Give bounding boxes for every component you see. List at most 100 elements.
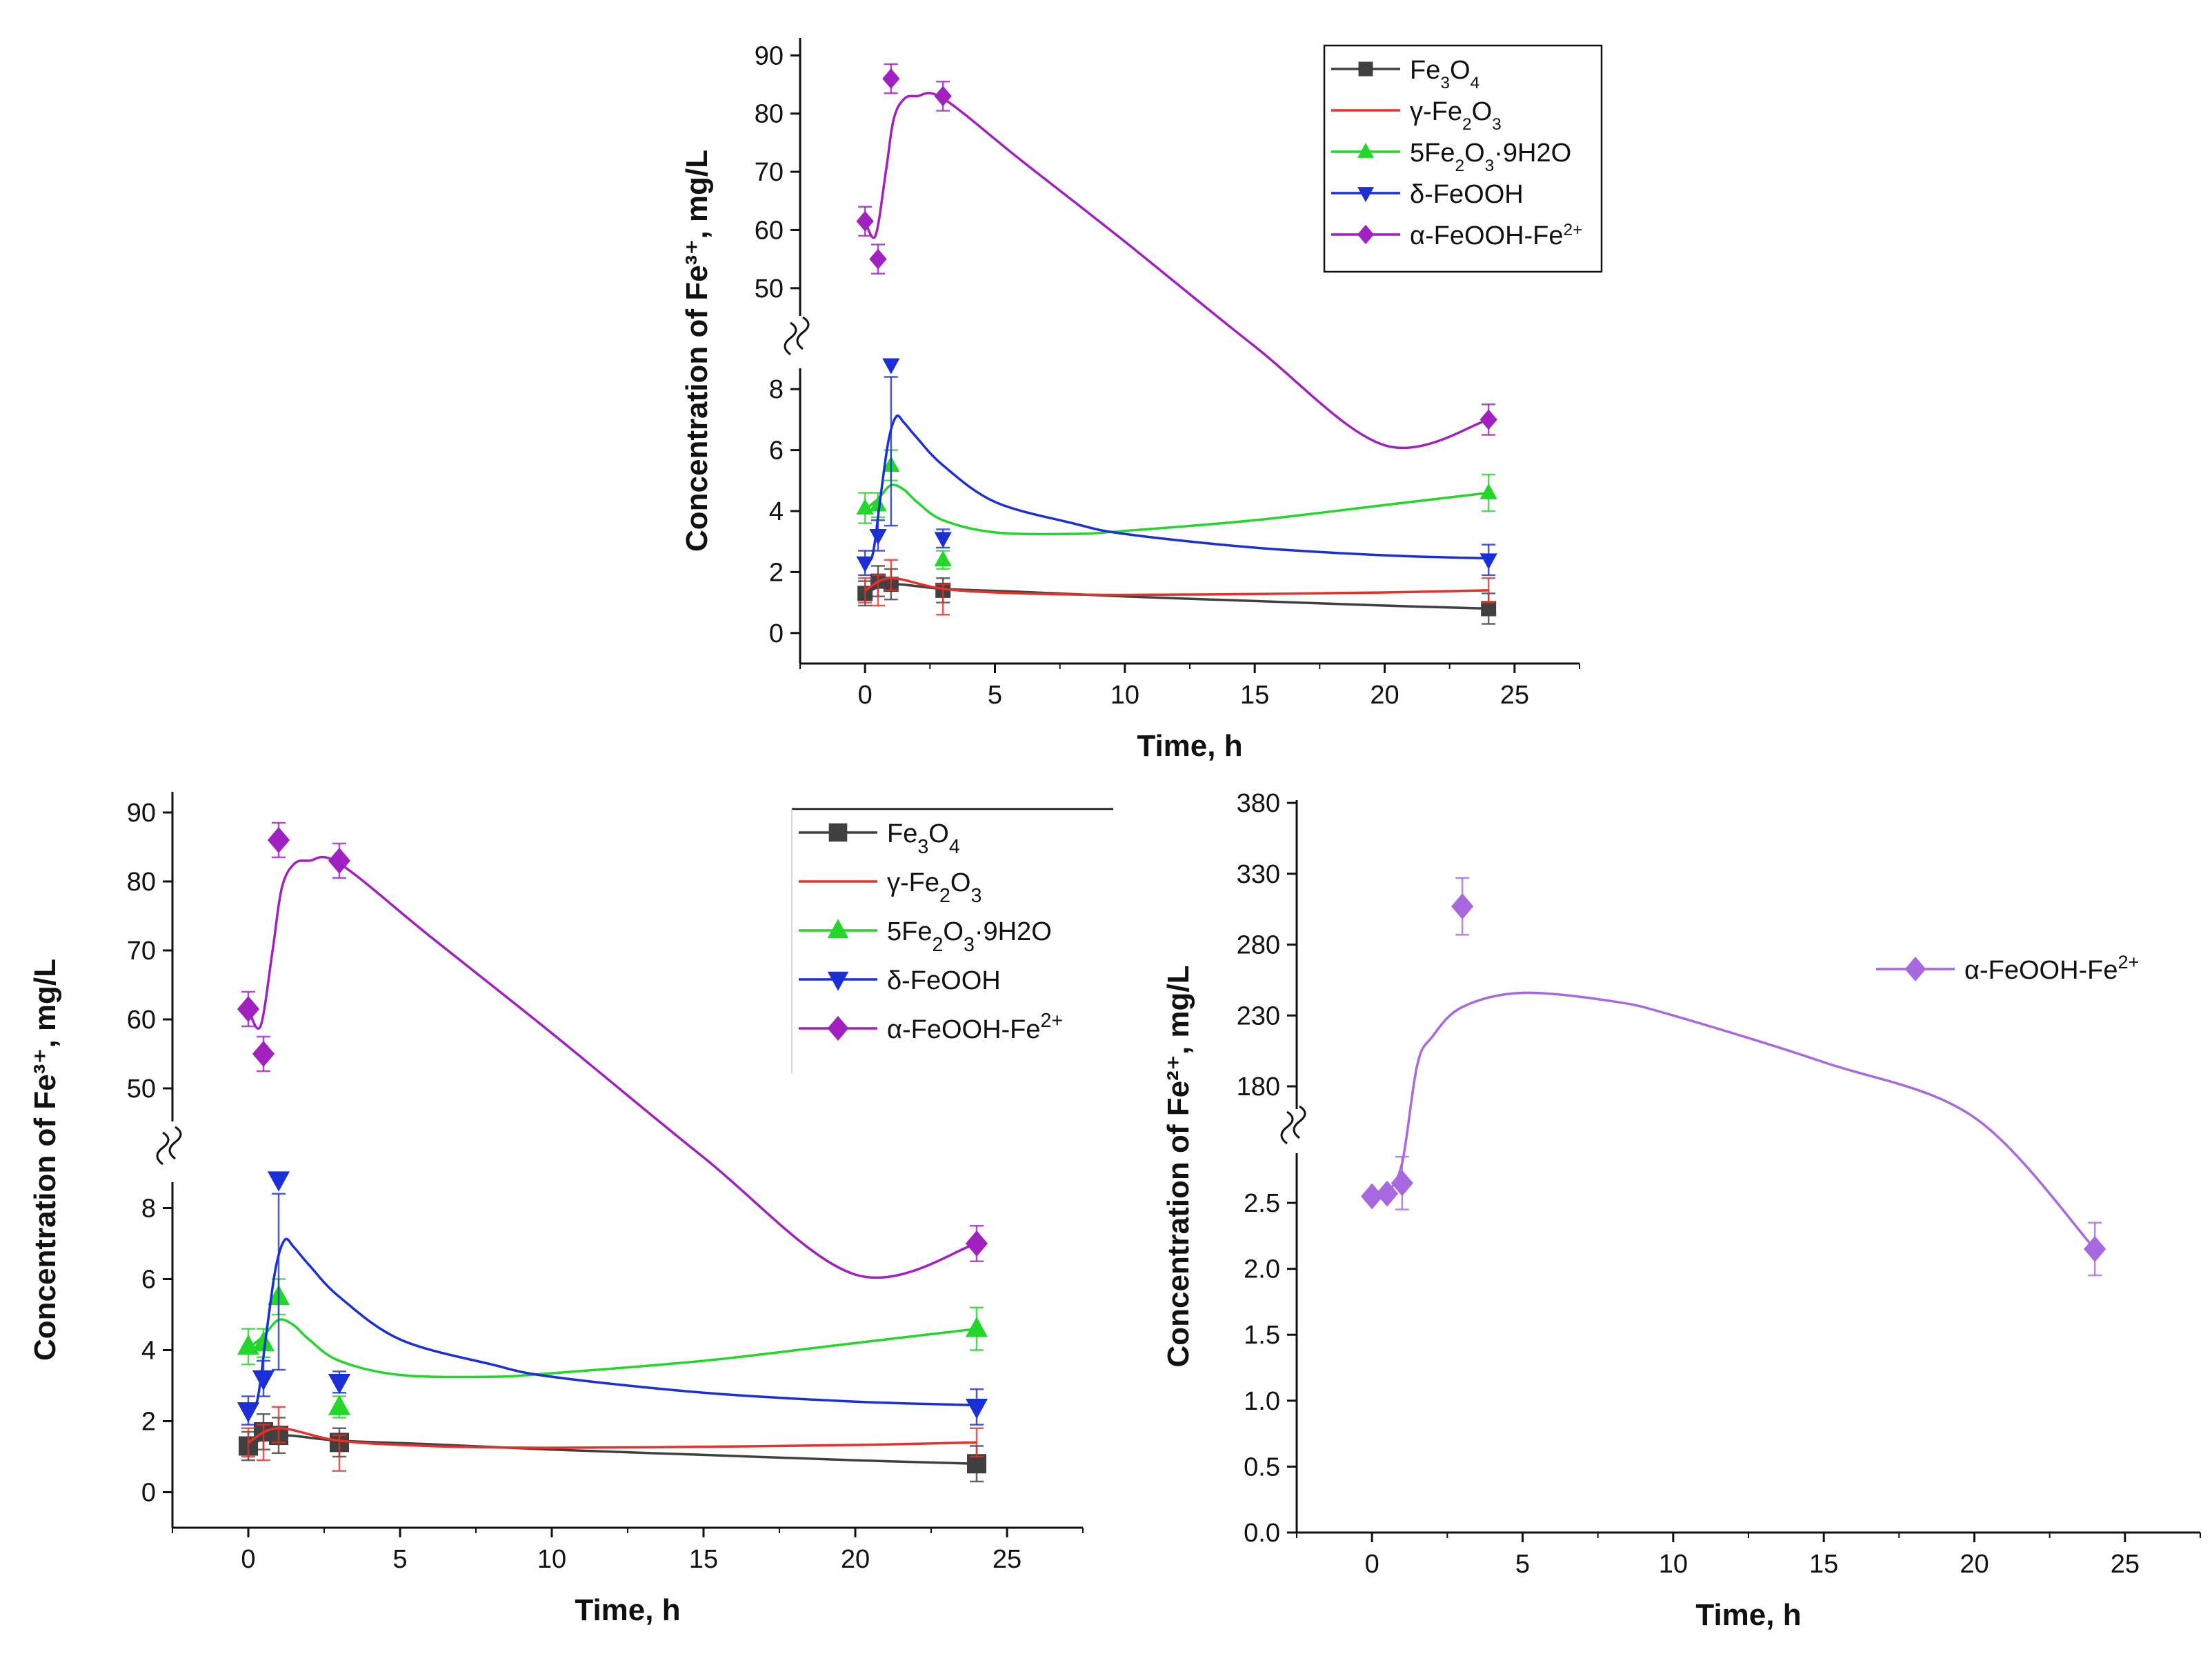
series-5Fe2O3·9H2O [856, 449, 1497, 570]
fe3-bottom-left-chart: 0 5 10 15 20 25 0 2 4 6 8 50 60 70 80 90 Time, h Concentr… [28, 792, 1113, 1627]
legend-label: γ-Fe2O3 [1410, 97, 1502, 134]
legend-label-part: 3 [970, 885, 982, 907]
data-point [934, 550, 952, 567]
y-tick-label: 6 [769, 437, 784, 466]
data-point [252, 1041, 275, 1067]
y-tick-label: 70 [755, 158, 784, 187]
legend-marker [1358, 61, 1373, 77]
legend-label: α-FeOOH-Fe2+ [887, 1010, 1063, 1044]
y-tick-label: 4 [769, 497, 784, 526]
y-tick-label: 0 [769, 619, 784, 648]
legend-item: δ-FeOOH [799, 966, 1001, 995]
legend-item: α-FeOOH-Fe2+ [1331, 221, 1583, 250]
legend-label-part: ·9H2O [1494, 139, 1571, 168]
legend: Fe3O4γ-Fe2O35Fe2O3·9H2Oδ-FeOOHα-FeOOH-Fe… [791, 808, 1113, 1073]
axis-break-mark [168, 1126, 182, 1160]
legend-label-part: 2 [1462, 115, 1472, 134]
axis-break-mark [796, 316, 810, 350]
fit-curve [247, 1237, 977, 1412]
legend-label-part: 2+ [1564, 221, 1583, 239]
data-point [267, 1171, 290, 1192]
fit-curve [1386, 991, 2096, 1250]
x-tick-label: 20 [1370, 681, 1399, 710]
legend-label-part: O [950, 868, 971, 897]
legend-label-part: 3 [1492, 115, 1502, 134]
x-tick-label: 5 [392, 1545, 407, 1574]
legend-item: δ-FeOOH [1331, 180, 1524, 209]
legend-label-part: γ-Fe [1410, 97, 1462, 126]
axis-break-mark [784, 321, 797, 356]
legend-label-part: O [1464, 139, 1485, 168]
legend-label-part: 2+ [2118, 951, 2140, 972]
legend-label: Fe3O4 [887, 819, 960, 858]
data-point [252, 1330, 275, 1352]
legend-label: Fe3O4 [1410, 56, 1479, 92]
y-tick-label: 2.0 [1244, 1255, 1280, 1284]
y-axis-label: Concentration of Fe²⁺, mg/L [1162, 966, 1195, 1368]
data-point [869, 248, 887, 270]
x-tick-label: 0 [858, 681, 873, 710]
data-point [1375, 1180, 1399, 1207]
fit-curve [864, 577, 1489, 597]
y-tick-label: 4 [141, 1337, 156, 1366]
x-tick-label: 10 [537, 1545, 566, 1574]
y-tick-label: 280 [1237, 931, 1280, 960]
legend-label-part: O [1450, 56, 1471, 85]
data-point [934, 86, 952, 107]
data-point [1481, 601, 1497, 617]
data-point [1479, 483, 1497, 499]
x-tick-label: 15 [689, 1545, 718, 1574]
legend-item: γ-Fe2O3 [799, 868, 982, 907]
y-tick-label: 8 [769, 375, 784, 404]
legend-label-part: γ-Fe [887, 868, 939, 897]
legend-label-part: δ-FeOOH [887, 966, 1001, 995]
y-tick-label: 180 [1237, 1073, 1280, 1101]
legend: Fe3O4γ-Fe2O35Fe2O3·9H2Oδ-FeOOHα-FeOOH-Fe… [1323, 44, 1603, 273]
data-point [965, 1399, 988, 1419]
y-tick-label: 2 [141, 1408, 156, 1437]
legend-label-part: 3 [1485, 157, 1495, 175]
legend-label-part: 2 [932, 934, 943, 956]
data-point [1361, 1183, 1384, 1210]
x-tick-label: 5 [1515, 1550, 1530, 1579]
x-tick-label: 10 [1659, 1550, 1688, 1579]
series-α-FeOOH-Fe2+ [1361, 877, 2106, 1277]
series-δ-FeOOH [856, 358, 1497, 577]
y-tick-label: 2 [769, 558, 784, 587]
legend-item: α-FeOOH-Fe2+ [799, 1010, 1063, 1044]
fit-curve [864, 583, 1489, 610]
y-tick-label: 80 [755, 100, 784, 129]
x-tick-label: 25 [2111, 1550, 2140, 1579]
y-axis-label: Concentration of Fe³⁺, mg/L [28, 959, 62, 1361]
data-point [267, 827, 290, 853]
legend-label: δ-FeOOH [887, 966, 1001, 995]
fit-curve [247, 1318, 977, 1379]
legend-label-part: O [1472, 97, 1493, 126]
data-point [328, 1395, 351, 1415]
legend-marker [1357, 142, 1375, 158]
y-tick-label: 50 [755, 275, 784, 303]
legend-label-part: 2+ [1041, 1010, 1064, 1032]
data-point [869, 529, 887, 546]
legend-marker [828, 823, 848, 842]
legend-label: 5Fe2O3·9H2O [887, 917, 1052, 956]
data-point [328, 1373, 351, 1395]
y-tick-label: 0 [141, 1479, 156, 1508]
data-point [869, 495, 887, 512]
y-tick-label: 230 [1237, 1001, 1280, 1030]
legend-marker [1357, 187, 1375, 203]
y-tick-label: 70 [127, 937, 156, 966]
x-tick-label: 15 [1809, 1550, 1838, 1579]
axis-break-mark [1280, 1110, 1294, 1145]
y-tick-label: 0.5 [1244, 1453, 1280, 1482]
x-tick-label: 5 [988, 681, 1002, 710]
x-tick-label: 15 [1240, 681, 1269, 710]
data-point [328, 848, 351, 874]
legend-item: Fe3O4 [1331, 56, 1479, 92]
legend-label-part: Fe [887, 819, 917, 848]
series-γ-Fe2O3 [241, 1406, 984, 1472]
legend-label-part: Fe [1410, 56, 1440, 85]
data-point [1391, 1170, 1413, 1197]
legend-label: δ-FeOOH [1410, 180, 1524, 209]
